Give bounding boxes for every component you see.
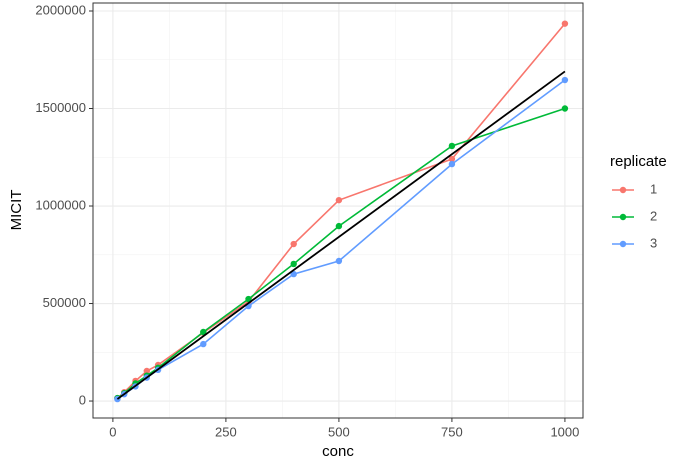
y-tick-label: 1500000 — [35, 100, 86, 115]
point — [335, 257, 343, 265]
point — [561, 20, 569, 27]
legend-title: replicate — [610, 153, 667, 170]
y-tick-label: 0 — [79, 392, 86, 407]
legend-label: 2 — [650, 208, 657, 223]
x-tick-label: 1000 — [550, 424, 579, 439]
legend-key — [619, 213, 627, 221]
legend-key — [619, 240, 627, 248]
point — [200, 340, 207, 348]
point — [245, 295, 252, 303]
x-tick-label: 500 — [328, 424, 350, 439]
legend-label: 1 — [650, 181, 657, 196]
x-tick-label: 250 — [215, 424, 237, 439]
point — [448, 142, 456, 150]
point — [335, 196, 343, 204]
series-line — [116, 23, 566, 399]
point — [290, 240, 297, 248]
x-tick-label: 0 — [109, 424, 116, 439]
fit-line — [116, 70, 566, 400]
plot-border — [92, 2, 584, 419]
point — [143, 367, 150, 375]
point — [561, 105, 569, 112]
y-tick-label: 1000000 — [35, 197, 86, 212]
point — [290, 260, 297, 268]
legend-label: 3 — [650, 235, 657, 250]
legend-key — [619, 186, 627, 194]
x-axis-label: conc — [322, 443, 354, 460]
point — [448, 155, 456, 163]
y-axis-label: MICIT — [8, 190, 25, 231]
series-line — [116, 79, 566, 400]
point — [335, 222, 343, 230]
point — [200, 328, 207, 336]
point — [561, 76, 569, 84]
point — [290, 270, 297, 278]
y-tick-label: 2000000 — [35, 2, 86, 17]
y-tick-label: 500000 — [43, 295, 86, 310]
x-tick-label: 750 — [441, 424, 463, 439]
point — [448, 160, 456, 168]
